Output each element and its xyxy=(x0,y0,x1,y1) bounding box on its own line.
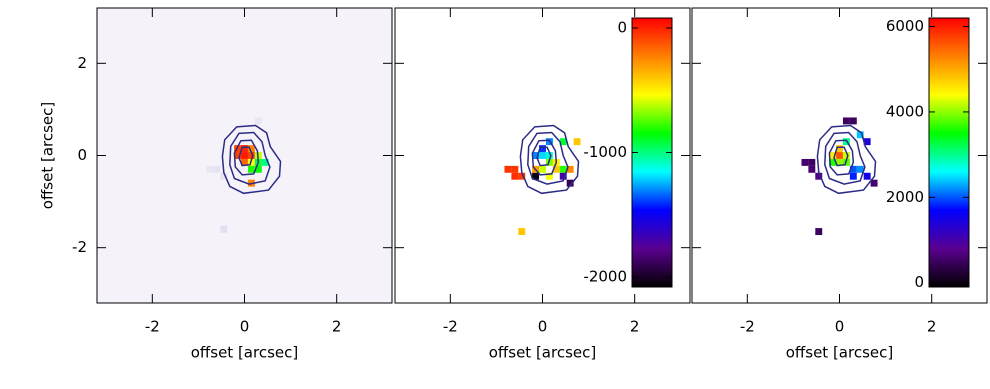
pixel xyxy=(254,117,262,125)
x-tick-label: -2 xyxy=(740,318,755,336)
y-axis-label: offset [arcsec] xyxy=(39,102,57,209)
pixel xyxy=(573,138,581,146)
contour xyxy=(527,131,569,185)
pixel xyxy=(849,172,857,180)
pixel xyxy=(559,172,567,180)
pixel xyxy=(849,117,857,125)
contour xyxy=(828,139,855,176)
pixel xyxy=(842,152,850,159)
colorbar-tick-label: 2000 xyxy=(886,188,924,206)
pixel xyxy=(234,152,242,159)
colorbar-tick-label: 0 xyxy=(617,18,627,36)
pixel xyxy=(518,228,526,236)
pixel xyxy=(504,165,512,173)
pixel xyxy=(552,165,560,173)
colorbar-tick-label: 4000 xyxy=(886,102,924,120)
pixel xyxy=(815,172,823,180)
y-tick-label: -2 xyxy=(72,238,87,256)
pixel xyxy=(801,158,809,166)
pixel xyxy=(545,152,553,159)
pixel xyxy=(539,152,546,159)
contour xyxy=(221,124,282,195)
pixel xyxy=(206,165,214,173)
pixel xyxy=(254,165,262,173)
y-tick-label: 0 xyxy=(77,146,87,164)
x-tick-label: -2 xyxy=(145,318,160,336)
pixel xyxy=(539,165,546,173)
pixel xyxy=(220,225,228,233)
pixel xyxy=(836,152,843,159)
x-axis-label: offset [arcsec] xyxy=(191,344,298,362)
pixel xyxy=(247,145,255,153)
pixel xyxy=(849,165,857,173)
colorbar-tick-label: 0 xyxy=(914,273,924,291)
x-tick-label: 2 xyxy=(332,318,342,336)
x-tick-label: -2 xyxy=(443,318,458,336)
pixel xyxy=(545,172,553,180)
contour xyxy=(816,124,877,195)
pixel xyxy=(241,158,248,166)
pixel xyxy=(856,165,864,173)
pixel xyxy=(241,145,248,153)
pixel xyxy=(808,165,816,173)
pixel xyxy=(870,179,878,187)
pixel xyxy=(566,165,574,173)
pixel xyxy=(836,145,843,153)
pixel xyxy=(213,165,221,173)
pixel xyxy=(829,152,837,159)
pixel xyxy=(829,158,837,166)
pixel xyxy=(247,152,255,159)
pixel xyxy=(808,158,816,166)
colorbar xyxy=(928,17,970,288)
pixel xyxy=(836,158,843,166)
pixel xyxy=(241,152,248,159)
pixel xyxy=(261,158,269,166)
pixel xyxy=(511,165,519,173)
pixel xyxy=(518,172,526,180)
pixel xyxy=(842,117,850,125)
pixel xyxy=(511,172,519,180)
contour xyxy=(229,131,271,185)
pixel xyxy=(220,172,228,180)
contour xyxy=(519,124,580,195)
x-tick-label: 2 xyxy=(927,318,937,336)
x-tick-label: 0 xyxy=(538,318,548,336)
pixel xyxy=(566,179,574,187)
x-tick-label: 2 xyxy=(630,318,640,336)
pixel xyxy=(856,131,864,139)
contour xyxy=(238,146,254,167)
x-tick-label: 0 xyxy=(835,318,845,336)
colorbar-tick-label: -2000 xyxy=(583,268,627,286)
pixel xyxy=(815,228,823,236)
pixel xyxy=(863,172,871,180)
pixel xyxy=(559,138,567,146)
x-axis-label: offset [arcsec] xyxy=(489,344,596,362)
pixel xyxy=(559,165,567,173)
contour xyxy=(833,146,849,167)
x-axis-label: offset [arcsec] xyxy=(786,344,893,362)
pixel xyxy=(863,138,871,146)
contour xyxy=(536,146,552,167)
y-tick-label: 2 xyxy=(77,54,87,72)
contour xyxy=(233,139,260,176)
pixel xyxy=(532,152,540,159)
colorbar-tick-label: 6000 xyxy=(886,17,924,35)
colorbar-tick-label: -1000 xyxy=(583,143,627,161)
x-tick-label: 0 xyxy=(240,318,250,336)
pixel xyxy=(532,172,540,180)
contour xyxy=(824,131,866,185)
contour xyxy=(531,139,558,176)
pixel xyxy=(247,165,255,173)
pixel xyxy=(539,145,546,153)
colorbar xyxy=(631,17,673,288)
